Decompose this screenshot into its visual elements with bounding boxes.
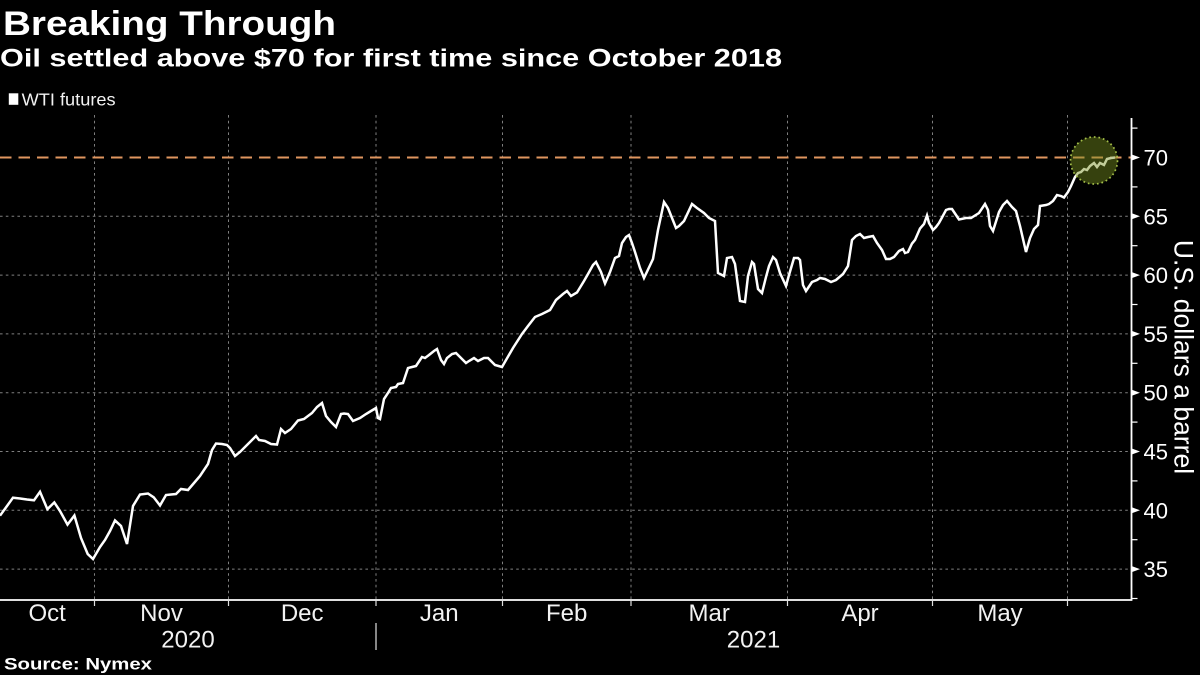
svg-text:70: 70	[1144, 146, 1168, 171]
svg-text:65: 65	[1144, 204, 1168, 229]
svg-text:Oil settled above $70 for firs: Oil settled above $70 for first time sin…	[0, 45, 782, 73]
svg-text:Breaking Through: Breaking Through	[3, 5, 336, 43]
svg-text:Dec: Dec	[281, 600, 324, 627]
svg-text:50: 50	[1144, 381, 1168, 406]
svg-text:Jan: Jan	[420, 600, 459, 627]
svg-text:Feb: Feb	[546, 600, 587, 627]
svg-text:Source: Nymex: Source: Nymex	[4, 656, 153, 674]
svg-text:Apr: Apr	[841, 600, 878, 627]
svg-text:40: 40	[1144, 498, 1168, 523]
svg-text:U.S. dollars a barrel: U.S. dollars a barrel	[1169, 240, 1199, 474]
svg-text:35: 35	[1144, 557, 1168, 582]
svg-text:WTI futures: WTI futures	[22, 89, 116, 109]
svg-text:Mar: Mar	[689, 600, 730, 627]
svg-text:2021: 2021	[727, 627, 780, 654]
svg-text:55: 55	[1144, 322, 1168, 347]
svg-text:45: 45	[1144, 440, 1168, 465]
svg-text:Oct: Oct	[29, 600, 67, 627]
svg-text:60: 60	[1144, 263, 1168, 288]
svg-text:Nov: Nov	[140, 600, 183, 627]
svg-text:May: May	[977, 600, 1022, 627]
svg-text:2020: 2020	[161, 627, 214, 654]
